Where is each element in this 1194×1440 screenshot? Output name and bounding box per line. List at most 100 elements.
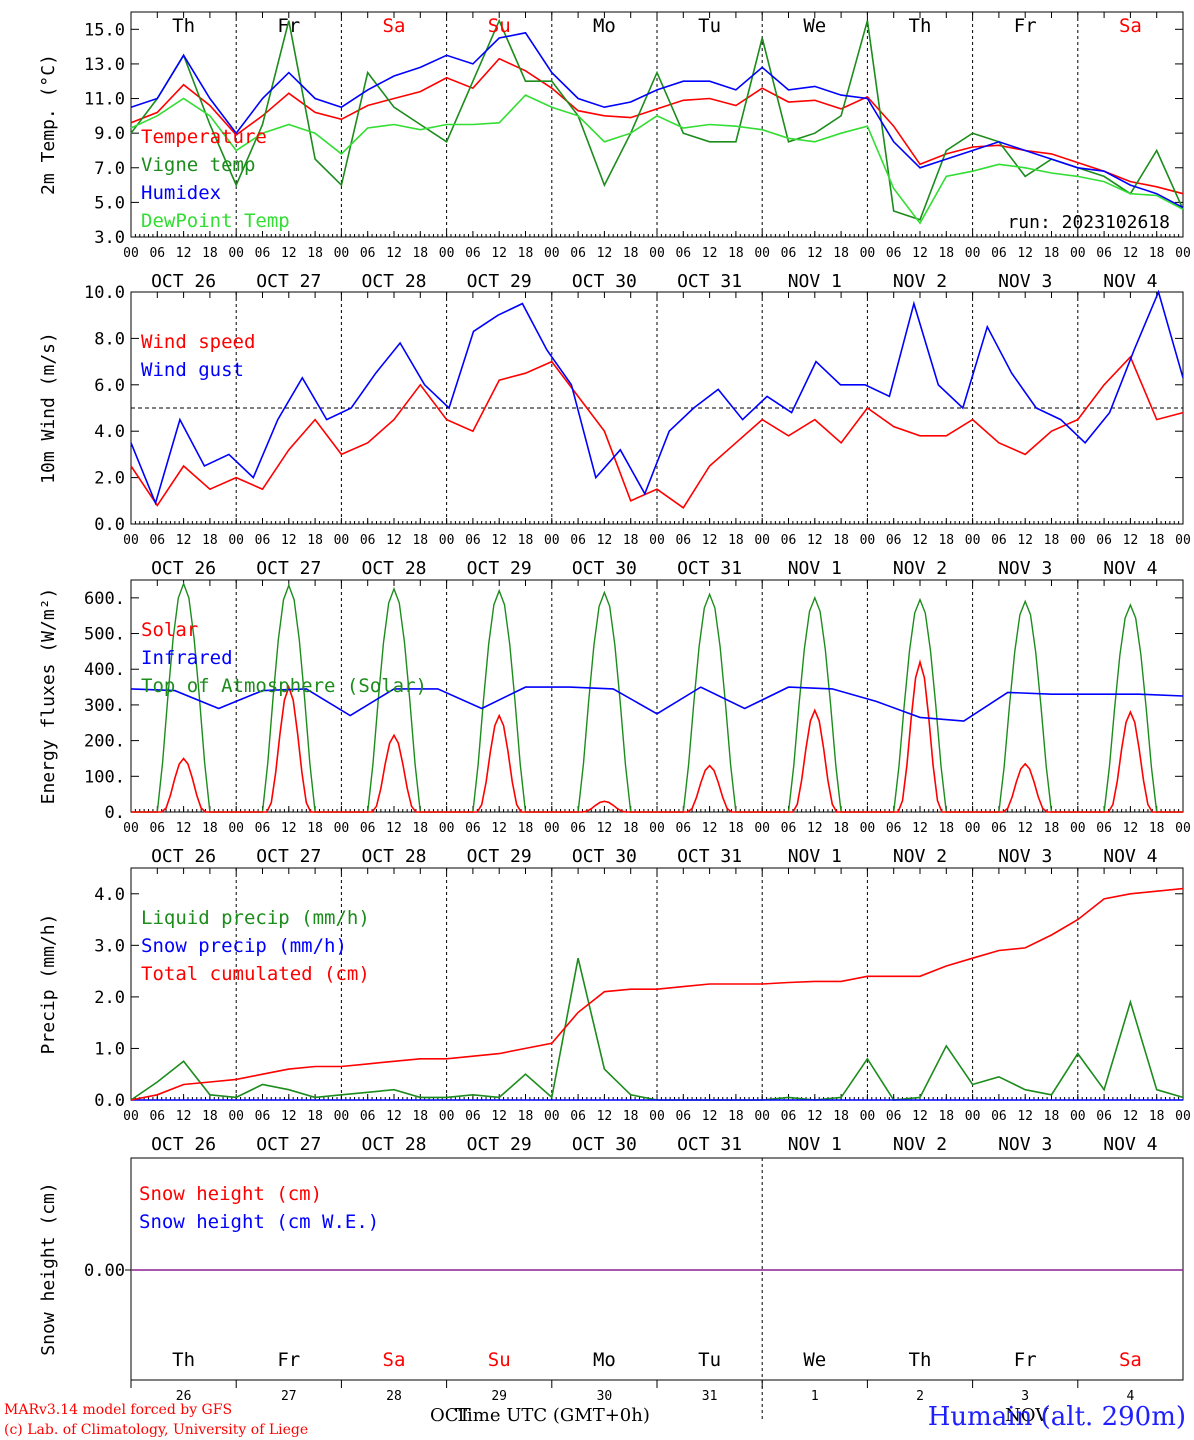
hour-tick-label: 00 xyxy=(965,533,981,548)
hour-tick-label: 18 xyxy=(833,246,849,261)
hour-tick-label: 06 xyxy=(781,533,797,548)
hour-tick-label: 00 xyxy=(439,1109,455,1124)
y-tick-label: 5.0 xyxy=(94,193,125,213)
hour-tick-label: 00 xyxy=(860,821,876,836)
legend-top-of-atmosphere-solar: Top of Atmosphere (Solar) xyxy=(141,675,427,697)
hour-tick-label: 12 xyxy=(1123,246,1139,261)
month-label-nov: NOV xyxy=(1005,1405,1049,1426)
y-tick-label: 500. xyxy=(84,625,125,645)
hour-tick-label: 00 xyxy=(754,821,770,836)
y-tick-label: 0.0 xyxy=(94,515,125,535)
hour-tick-label: 12 xyxy=(807,533,823,548)
hour-tick-label: 18 xyxy=(202,821,218,836)
hour-tick-label: 18 xyxy=(728,821,744,836)
hour-tick-label: 18 xyxy=(623,821,639,836)
hour-tick-label: 12 xyxy=(702,246,718,261)
hour-tick-label: 06 xyxy=(781,821,797,836)
y-axis-title: Precip (mm/h) xyxy=(38,914,59,1055)
hour-tick-label: 00 xyxy=(439,821,455,836)
date-label: NOV 2 xyxy=(893,271,947,292)
month-label-oct: OCT xyxy=(430,1405,471,1426)
y-tick-label: 10.0 xyxy=(84,283,125,303)
hour-tick-label: 00 xyxy=(334,246,350,261)
hour-tick-label: 00 xyxy=(544,246,560,261)
hour-tick-label: 06 xyxy=(360,821,376,836)
hour-tick-label: 12 xyxy=(597,821,613,836)
hour-tick-label: 00 xyxy=(228,246,244,261)
y-tick-label: 0. xyxy=(105,803,125,823)
hour-tick-label: 06 xyxy=(781,246,797,261)
hour-tick-label: 12 xyxy=(1017,246,1033,261)
series-line-dewpoint-temp xyxy=(130,94,1184,225)
hour-tick-label: 06 xyxy=(149,1109,165,1124)
hour-tick-label: 06 xyxy=(1096,1109,1112,1124)
hour-tick-label: 06 xyxy=(465,246,481,261)
y-axis-title: 10m Wind (m/s) xyxy=(38,332,59,484)
y-tick-label: 1.0 xyxy=(94,1039,125,1059)
hour-tick-label: 12 xyxy=(386,246,402,261)
hour-tick-label: 18 xyxy=(1149,1109,1165,1124)
day-label: Fr xyxy=(277,1349,300,1371)
date-label: NOV 2 xyxy=(893,846,947,867)
date-label: OCT 27 xyxy=(256,271,321,292)
legend-solar: Solar xyxy=(141,619,198,641)
hour-tick-label: 18 xyxy=(518,1109,534,1124)
hour-tick-label: 00 xyxy=(754,1109,770,1124)
hour-tick-label: 18 xyxy=(623,1109,639,1124)
date-label: NOV 4 xyxy=(1103,271,1157,292)
hour-tick-label: 06 xyxy=(465,533,481,548)
y-tick-label: 6.0 xyxy=(94,376,125,396)
day-label: Sa xyxy=(383,15,406,37)
hour-tick-label: 12 xyxy=(702,1109,718,1124)
date-label: NOV 2 xyxy=(893,1134,947,1155)
hour-tick-label: 18 xyxy=(412,533,428,548)
hour-tick-label: 12 xyxy=(807,1109,823,1124)
day-number-label: 29 xyxy=(491,1389,507,1404)
day-label: We xyxy=(803,15,826,37)
date-label: OCT 31 xyxy=(677,1134,742,1155)
hour-tick-label: 18 xyxy=(518,533,534,548)
hour-tick-label: 06 xyxy=(465,1109,481,1124)
hour-tick-label: 18 xyxy=(1044,533,1060,548)
legend-humidex: Humidex xyxy=(141,182,221,204)
hour-tick-label: 18 xyxy=(202,1109,218,1124)
hour-tick-label: 06 xyxy=(675,533,691,548)
hour-tick-label: 06 xyxy=(991,1109,1007,1124)
hour-tick-label: 06 xyxy=(360,1109,376,1124)
hour-tick-label: 12 xyxy=(176,1109,192,1124)
day-number-label: 26 xyxy=(176,1389,192,1404)
date-label: OCT 28 xyxy=(361,846,426,867)
hour-tick-label: 00 xyxy=(860,246,876,261)
y-tick-label: 100. xyxy=(84,767,125,787)
date-label: NOV 2 xyxy=(893,558,947,579)
day-label: Fr xyxy=(1014,1349,1037,1371)
y-tick-label: 8.0 xyxy=(94,329,125,349)
legend-snow-height-cm: Snow height (cm) xyxy=(139,1183,322,1205)
y-axis-title: 2m Temp. (°C) xyxy=(38,54,59,195)
day-number-label: 1 xyxy=(811,1389,819,1404)
hour-tick-label: 18 xyxy=(833,533,849,548)
series-line-wind-gust xyxy=(130,289,1184,506)
date-label: OCT 31 xyxy=(677,271,742,292)
hour-tick-label: 18 xyxy=(202,246,218,261)
hour-tick-label: 12 xyxy=(491,1109,507,1124)
hour-tick-label: 06 xyxy=(675,246,691,261)
hour-tick-label: 06 xyxy=(149,246,165,261)
date-label: OCT 30 xyxy=(572,271,637,292)
legend-wind-gust: Wind gust xyxy=(141,359,244,381)
hour-tick-label: 18 xyxy=(833,1109,849,1124)
day-label: Tu xyxy=(698,1349,721,1371)
date-label: NOV 4 xyxy=(1103,846,1157,867)
hour-tick-label: 00 xyxy=(439,533,455,548)
series-line-wind-speed xyxy=(130,355,1184,509)
hour-tick-label: 12 xyxy=(491,533,507,548)
y-tick-label: 600. xyxy=(84,589,125,609)
y-tick-label: 11.0 xyxy=(84,90,125,110)
y-tick-label: 13.0 xyxy=(84,55,125,75)
hour-tick-label: 00 xyxy=(860,1109,876,1124)
date-label: NOV 1 xyxy=(788,1134,842,1155)
hour-tick-label: 00 xyxy=(439,246,455,261)
hour-tick-label: 18 xyxy=(202,533,218,548)
legend-liquid-precip-mm-h: Liquid precip (mm/h) xyxy=(141,907,370,929)
series-line-total-cumulated-cm- xyxy=(130,887,1184,1101)
